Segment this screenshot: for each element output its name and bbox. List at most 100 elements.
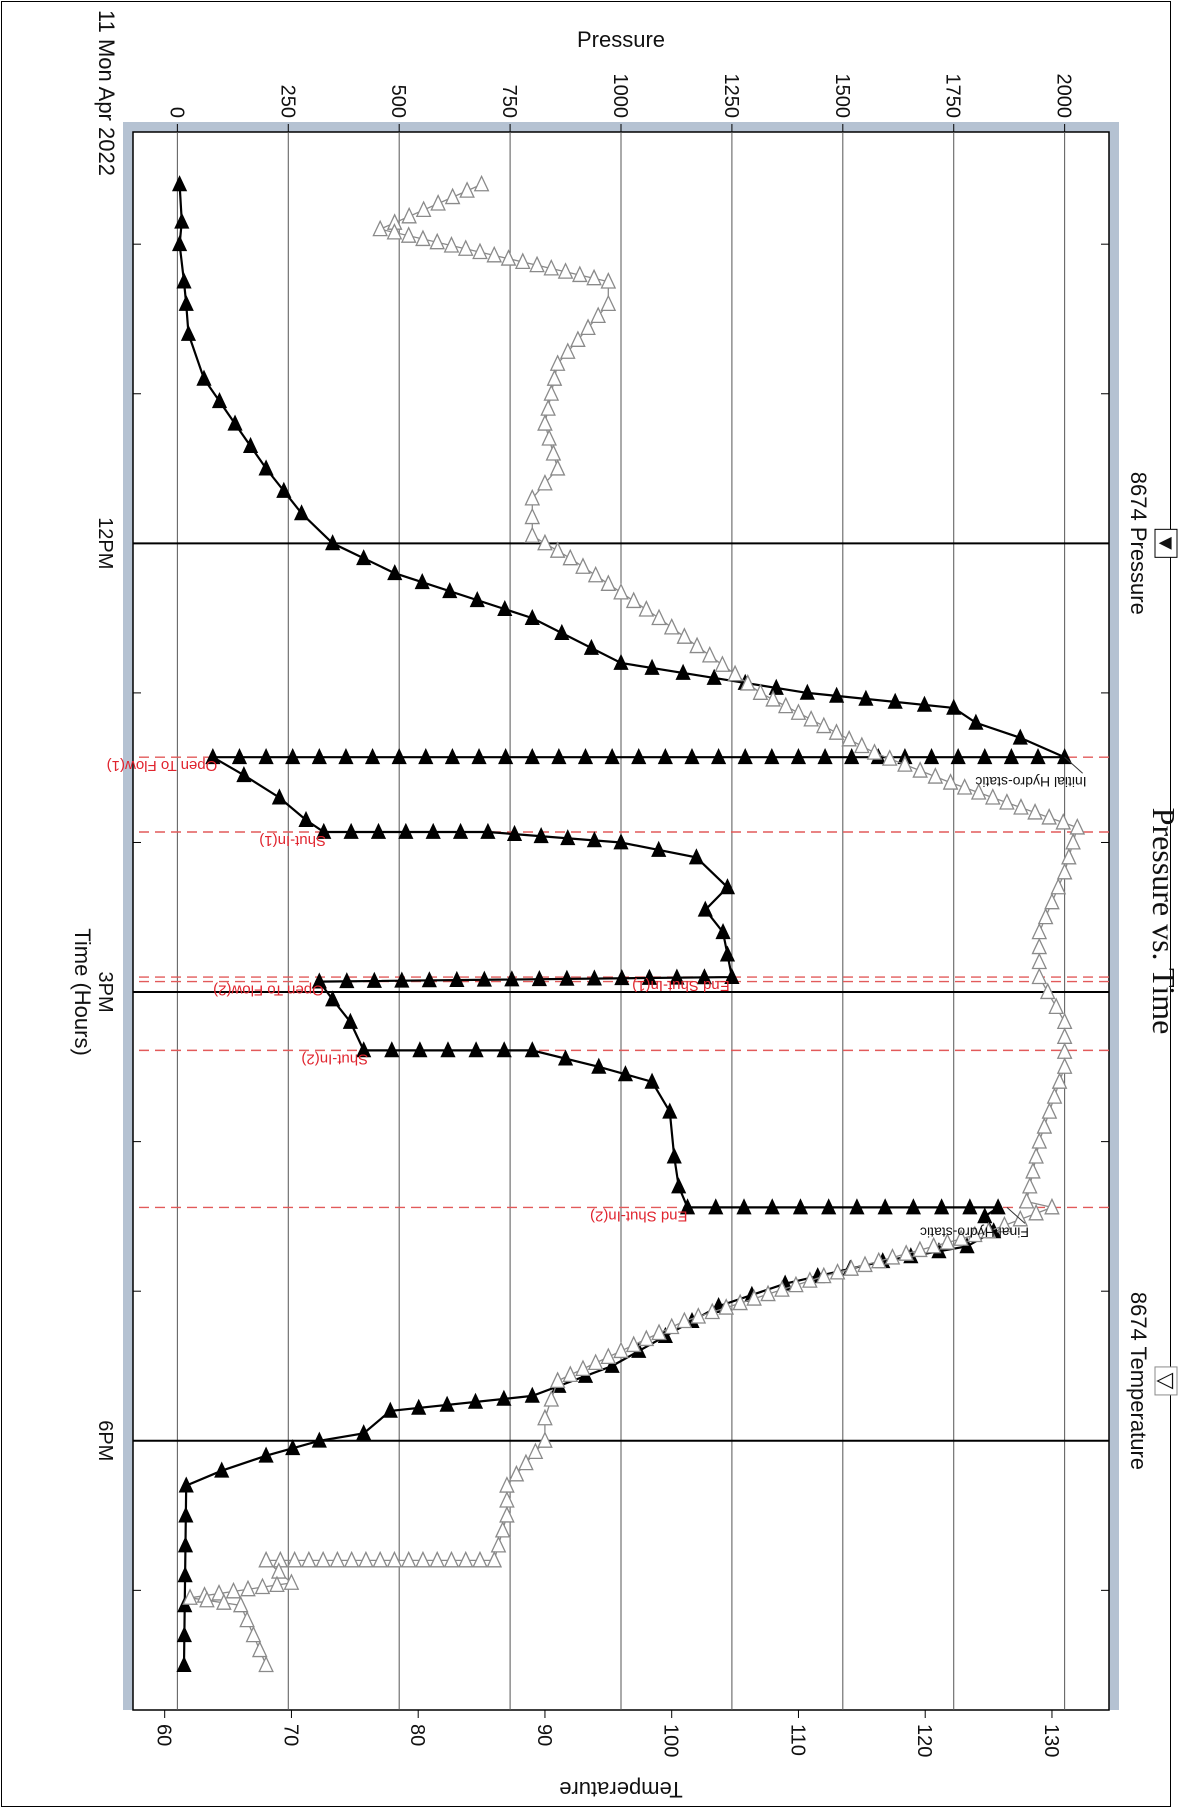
- pressure-marker: [452, 822, 469, 839]
- temperature-marker: [258, 1655, 274, 1673]
- pressure-marker: [180, 324, 197, 341]
- temperature-marker: [1031, 967, 1048, 985]
- temperature-marker: [912, 761, 928, 778]
- temperature-axis-title: Temperature: [559, 1777, 683, 1802]
- temperature-marker: [541, 429, 557, 446]
- pressure-marker: [316, 822, 332, 839]
- pressure-marker: [298, 810, 314, 827]
- temperature-marker: [216, 1593, 232, 1610]
- temperature-marker: [527, 1442, 544, 1460]
- pressure-marker: [338, 748, 354, 765]
- event-label: End Shut-In(1): [632, 977, 730, 994]
- pressure-marker: [662, 1102, 678, 1119]
- pressure-marker: [471, 748, 487, 765]
- temperature-marker: [1039, 982, 1056, 1000]
- temperature-marker: [415, 229, 431, 247]
- annotation-leader: [1006, 1207, 1026, 1224]
- pressure-marker: [916, 695, 933, 712]
- temperature-marker: [400, 1550, 417, 1568]
- pressure-marker: [227, 414, 243, 431]
- pressure-marker: [551, 748, 567, 765]
- pressure-marker: [382, 1401, 398, 1418]
- pressure-marker: [560, 829, 576, 846]
- pressure-tick-label: 1500: [831, 74, 853, 119]
- pressure-marker: [370, 822, 387, 839]
- temperature-marker: [788, 1275, 804, 1293]
- pressure-axis-title: Pressure: [577, 27, 665, 52]
- pressure-marker: [496, 1389, 512, 1406]
- pressure-marker: [950, 748, 966, 765]
- temperature-marker: [543, 258, 560, 276]
- temperature-marker: [1044, 1197, 1060, 1215]
- pressure-marker: [366, 971, 382, 988]
- pressure-marker: [311, 972, 327, 989]
- temperature-marker: [473, 174, 490, 192]
- temperature-marker: [546, 369, 563, 386]
- pressure-marker: [829, 686, 845, 703]
- temperature-marker: [486, 245, 503, 263]
- temperature-marker: [1056, 862, 1073, 880]
- temperature-marker: [613, 1341, 629, 1359]
- temperature-marker: [967, 1225, 983, 1243]
- temperature-marker: [746, 1289, 762, 1306]
- temperature-marker: [429, 1550, 446, 1568]
- temperature-marker: [571, 265, 588, 283]
- temperature-marker: [701, 645, 718, 663]
- temperature-marker: [866, 743, 883, 760]
- pressure-marker: [504, 970, 520, 987]
- temperature-marker: [486, 1550, 503, 1568]
- event-label: Open To Flow(2): [213, 982, 324, 999]
- pressure-marker: [724, 967, 740, 984]
- date-label: 11 Mon Apr 2022: [94, 10, 119, 176]
- temperature-marker: [372, 1550, 388, 1568]
- temperature-marker: [199, 1590, 215, 1608]
- pressure-marker: [524, 1386, 540, 1403]
- temperature-marker: [586, 268, 602, 286]
- pressure-marker: [325, 990, 341, 1007]
- temperature-marker: [802, 1271, 818, 1288]
- pressure-tick-label: 1250: [720, 74, 742, 119]
- pressure-marker: [176, 1626, 192, 1643]
- pressure-marker: [444, 748, 461, 765]
- pressure-marker: [533, 827, 549, 844]
- pressure-marker: [1003, 748, 1019, 765]
- temperature-marker: [301, 1550, 317, 1568]
- temperature-marker: [529, 255, 545, 273]
- pressure-marker: [946, 698, 962, 715]
- pressure-marker: [613, 833, 629, 850]
- temperature-marker: [239, 1610, 255, 1628]
- temperature-marker: [251, 1640, 268, 1658]
- temperature-marker: [1027, 803, 1043, 820]
- temperature-tick-label: 80: [406, 1724, 428, 1746]
- temperature-marker: [570, 330, 586, 347]
- temperature-marker: [459, 181, 475, 198]
- pressure-marker: [398, 822, 414, 839]
- pressure-marker: [671, 1177, 687, 1194]
- temperature-marker: [999, 793, 1015, 810]
- temperature-marker: [537, 1408, 553, 1426]
- temperature-marker: [590, 306, 607, 324]
- temperature-marker: [600, 1347, 617, 1365]
- time-tick-label: 3PM: [94, 971, 116, 1012]
- temperature-marker: [718, 1298, 735, 1315]
- temperature-marker: [429, 232, 446, 250]
- temperature-tick-label: 100: [660, 1724, 682, 1757]
- temperature-marker: [663, 1317, 680, 1335]
- pressure-marker: [476, 970, 492, 987]
- pressure-marker: [411, 1398, 427, 1415]
- temperature-marker: [472, 1550, 488, 1568]
- pressure-marker: [799, 683, 815, 700]
- temperature-marker: [638, 1329, 655, 1347]
- pressure-marker: [792, 1198, 809, 1215]
- pressure-legend-marker: ▼: [1154, 532, 1179, 554]
- pressure-marker: [311, 748, 327, 765]
- pressure-marker: [617, 1065, 634, 1082]
- pressure-marker: [342, 1012, 358, 1029]
- temperature-marker: [386, 1550, 403, 1568]
- pressure-marker: [524, 748, 540, 765]
- temperature-marker: [400, 226, 417, 243]
- temperature-marker: [549, 1371, 566, 1388]
- temperature-marker: [625, 1335, 642, 1353]
- pressure-marker: [258, 459, 274, 476]
